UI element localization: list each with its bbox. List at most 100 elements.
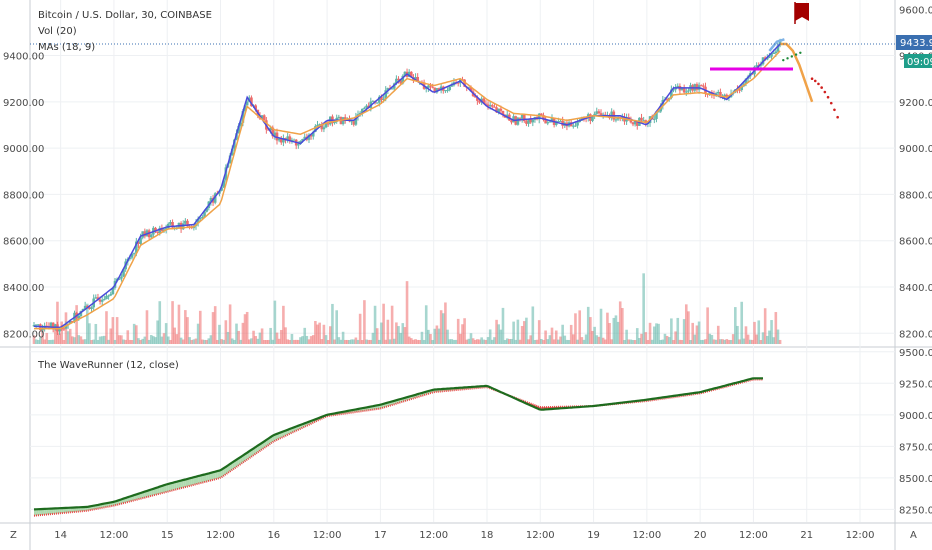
- volume-bar: [45, 332, 49, 344]
- volume-bar: [702, 339, 705, 344]
- candle-body: [572, 125, 575, 127]
- volume-bar: [623, 340, 626, 344]
- candle-body: [196, 218, 200, 224]
- candle-body: [239, 122, 243, 126]
- volume-bar: [471, 338, 475, 344]
- volume-bar: [441, 313, 445, 344]
- volume-bar: [522, 321, 526, 344]
- candle-body: [380, 96, 383, 100]
- candle-body: [633, 120, 637, 125]
- volume-bar: [143, 336, 147, 344]
- candle-body: [201, 216, 204, 219]
- volume-bar: [47, 339, 51, 344]
- volume-bar: [90, 339, 93, 344]
- candle-body: [275, 132, 279, 141]
- volume-bar: [399, 332, 402, 344]
- candle-body: [525, 121, 528, 124]
- volume-bar: [277, 338, 281, 344]
- volume-bar: [88, 323, 91, 344]
- volume-bar: [676, 317, 680, 344]
- candle-body: [62, 328, 66, 330]
- volume-bar: [194, 338, 198, 344]
- corner-left-label[interactable]: Z: [10, 530, 17, 541]
- volume-bar: [73, 337, 76, 344]
- candle-body: [424, 88, 428, 90]
- candle-body: [322, 127, 326, 130]
- volume-bar: [527, 339, 530, 344]
- y-tick-right: 9200.00: [899, 98, 932, 109]
- wave-fill: [170, 482, 173, 491]
- volume-bar: [714, 339, 718, 344]
- volume-bar: [239, 339, 243, 344]
- volume-bar: [284, 327, 287, 344]
- candle-body: [695, 84, 699, 90]
- projection-dot: [790, 55, 794, 58]
- candle-body: [220, 187, 223, 191]
- volume-bar: [164, 323, 168, 344]
- wave-fill: [183, 479, 186, 488]
- volume-bar: [456, 318, 460, 344]
- volume-bar: [708, 333, 712, 344]
- volume-bar: [486, 337, 490, 344]
- candle-body: [491, 105, 494, 107]
- wave-fill: [217, 470, 220, 479]
- volume-bar: [337, 337, 341, 344]
- candle-body: [360, 108, 364, 113]
- candle-body: [117, 278, 121, 280]
- candle-body: [290, 139, 294, 141]
- volume-bar: [269, 327, 272, 344]
- volume-bar: [667, 337, 671, 344]
- volume-bar: [158, 301, 162, 344]
- candle-body: [58, 328, 61, 332]
- wave-fill: [40, 508, 43, 516]
- axis-labels: 8200.00 8400.00 8600.00 8800.00 9000.00 9200.…: [3, 5, 932, 541]
- volume-bar: [765, 335, 769, 344]
- candle-body: [469, 87, 473, 92]
- candle-body: [518, 117, 522, 119]
- volume-bar: [757, 320, 761, 344]
- candle-body: [635, 120, 639, 126]
- candle-body: [222, 180, 226, 188]
- candle-body: [158, 227, 162, 234]
- volume-bar: [446, 329, 449, 344]
- volume-bar: [171, 301, 174, 344]
- volume-bar: [712, 339, 716, 344]
- volume-bar: [62, 339, 66, 344]
- volume-bar: [678, 339, 682, 344]
- volume-bar: [682, 319, 686, 344]
- volume-bar: [271, 339, 275, 344]
- x-tick: 21: [800, 530, 813, 541]
- volume-bar: [166, 336, 170, 344]
- projection-dot: [820, 86, 823, 89]
- volume-bar: [252, 330, 255, 344]
- candle-body: [501, 110, 505, 116]
- volume-bar: [663, 333, 667, 344]
- volume-bar: [546, 339, 550, 344]
- candle-body: [657, 111, 660, 113]
- volume-bar: [316, 324, 319, 344]
- volume-bar: [184, 310, 187, 344]
- candle-body: [537, 113, 541, 120]
- volume-bar: [192, 339, 196, 344]
- volume-bar: [392, 338, 396, 344]
- candle-body: [403, 71, 407, 76]
- volume-bar: [260, 328, 264, 344]
- candle-body: [682, 87, 686, 93]
- volume-bar: [75, 305, 78, 344]
- volume-bar: [529, 335, 532, 344]
- volume-bar: [228, 304, 232, 344]
- candle-body: [326, 123, 330, 125]
- volume-bar: [386, 319, 390, 344]
- wave-fill: [38, 509, 41, 516]
- wave-fill: [168, 483, 171, 492]
- candle-body: [111, 287, 115, 295]
- volume-bar: [309, 336, 313, 344]
- price-tag-box: [896, 35, 932, 50]
- candle-body: [205, 207, 208, 212]
- volume-bar: [591, 330, 594, 344]
- corner-right-label[interactable]: A: [910, 530, 917, 541]
- volume-bar: [416, 339, 420, 344]
- volume-bar: [533, 339, 537, 344]
- candle-body: [531, 119, 535, 123]
- wave-fill: [155, 487, 158, 495]
